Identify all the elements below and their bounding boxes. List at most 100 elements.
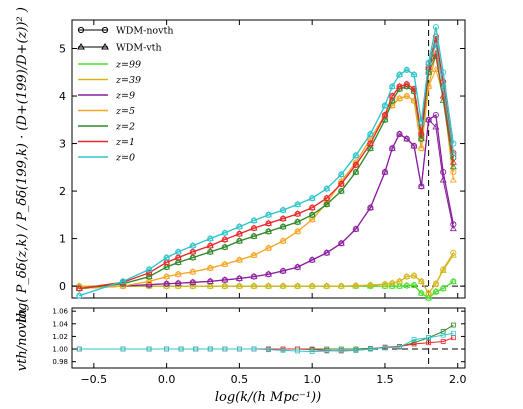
- legend-series-label: z=39: [115, 75, 141, 86]
- data-point-triangle: [381, 168, 389, 175]
- ratio-y-axis-label: vth/novth: [15, 309, 30, 371]
- data-point-triangle: [352, 161, 360, 168]
- ratio-data-point: [353, 347, 359, 353]
- main-y-tick-label: 2: [59, 185, 66, 198]
- ratio-data-point: [397, 344, 402, 350]
- data-point-triangle: [410, 70, 418, 78]
- data-point-triangle: [206, 234, 214, 241]
- main-plot-frame: [71, 19, 466, 299]
- series-z1: [75, 33, 457, 292]
- data-point-triangle: [308, 282, 316, 289]
- data-point-triangle: [163, 253, 171, 261]
- data-point-triangle: [417, 118, 425, 125]
- data-point-triangle: [323, 194, 331, 201]
- data-point-triangle: [174, 270, 182, 277]
- ratio-data-point: [295, 348, 301, 354]
- data-point-triangle: [352, 168, 360, 175]
- data-point-triangle: [279, 214, 287, 222]
- data-point-triangle: [323, 200, 331, 207]
- data-point-triangle: [396, 130, 403, 137]
- data-point-triangle: [323, 249, 331, 256]
- data-point-triangle: [250, 282, 258, 289]
- data-point-triangle: [449, 162, 457, 170]
- ratio-series-group: [76, 322, 456, 354]
- x-tick-label: 0.0: [158, 373, 176, 386]
- data-point-triangle: [396, 282, 403, 289]
- data-point-triangle: [439, 266, 447, 274]
- data-point-triangle: [279, 282, 287, 289]
- data-point-triangle: [221, 260, 229, 267]
- data-point-triangle: [279, 267, 287, 274]
- data-point-triangle: [352, 225, 360, 232]
- ratio-y-tick-label: 1.00: [52, 346, 68, 354]
- data-point-circle: [440, 69, 447, 76]
- ratio-plot-frame: [71, 307, 466, 369]
- data-point-triangle: [250, 224, 258, 231]
- data-point-triangle: [381, 280, 389, 287]
- data-point-triangle: [235, 237, 243, 244]
- data-point-triangle: [410, 271, 418, 279]
- data-point-triangle: [145, 282, 153, 289]
- data-point-triangle: [174, 248, 182, 255]
- data-point-circle: [450, 221, 457, 228]
- data-point-triangle: [221, 243, 229, 250]
- data-point-triangle: [250, 251, 258, 258]
- data-point-triangle: [308, 256, 316, 263]
- ratio-guides: [72, 308, 465, 368]
- data-point-triangle: [449, 277, 457, 285]
- data-point-triangle: [250, 232, 258, 239]
- data-point-triangle: [388, 82, 396, 89]
- ratio-data-point: [411, 337, 417, 342]
- data-point-triangle: [388, 144, 396, 151]
- data-point-triangle: [174, 258, 182, 265]
- ratio-data-point: [411, 341, 417, 347]
- data-point-triangle: [308, 211, 316, 218]
- data-point-triangle: [337, 170, 345, 177]
- data-point-triangle: [308, 215, 316, 222]
- ratio-data-point: [450, 335, 456, 341]
- data-point-triangle: [75, 284, 83, 291]
- ratio-data-point: [76, 346, 82, 352]
- data-point-triangle: [366, 203, 374, 211]
- ratio-data-point: [251, 346, 257, 352]
- data-point-circle: [432, 111, 439, 119]
- data-point-triangle: [221, 282, 229, 289]
- data-point-triangle: [381, 111, 389, 118]
- data-point-triangle: [403, 80, 411, 87]
- x-tick-label: 1.0: [303, 373, 321, 386]
- legend-label: WDM-novth: [116, 26, 173, 37]
- ratio-data-point: [426, 340, 432, 346]
- x-tick-label: 2.0: [449, 373, 467, 386]
- ratio-y-tick-label: 0.98: [52, 358, 68, 366]
- series-line-vth: [79, 52, 454, 289]
- legend-series-label: z=1: [115, 137, 135, 148]
- data-point-triangle: [366, 139, 374, 146]
- data-point-triangle: [265, 270, 272, 277]
- series-line-novth: [79, 113, 454, 290]
- data-point-triangle: [294, 200, 302, 207]
- data-point-triangle: [403, 92, 411, 99]
- legend-triangle-marker: [77, 43, 85, 50]
- data-point-circle: [450, 169, 457, 176]
- data-point-triangle: [366, 144, 374, 151]
- data-point-triangle: [235, 222, 243, 230]
- data-point-triangle: [449, 158, 457, 165]
- main-y-tick-label: 5: [59, 43, 66, 56]
- data-point-triangle: [294, 218, 302, 225]
- data-point-triangle: [221, 276, 229, 283]
- data-point-triangle: [403, 272, 411, 280]
- data-point-triangle: [145, 272, 153, 280]
- series-line-vth: [79, 43, 454, 297]
- ratio-data-point: [450, 330, 456, 336]
- ratio-data-point: [426, 335, 432, 341]
- data-point-triangle: [206, 282, 214, 289]
- legend-series-label: z=2: [115, 122, 135, 133]
- ratio-panel: 0.98 1.00 1.02 1.04 1.06 −0.5 0.0 0.5 1.0 1.5 2.0: [52, 307, 467, 386]
- legend-series-label: z=9: [115, 91, 135, 102]
- data-point-triangle: [432, 41, 440, 48]
- x-tick-label: 1.5: [376, 373, 394, 386]
- data-point-triangle: [235, 256, 243, 263]
- x-tick-label: 0.5: [231, 373, 249, 386]
- data-point-triangle: [145, 265, 153, 272]
- data-point-triangle: [352, 151, 360, 158]
